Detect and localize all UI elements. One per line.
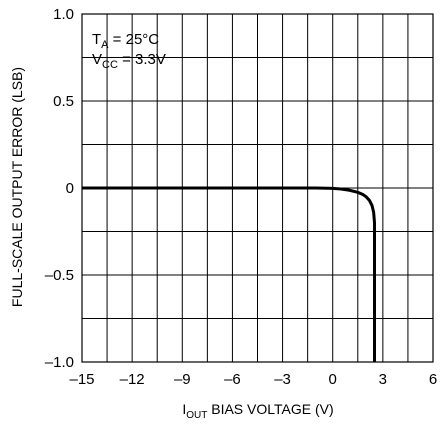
annotation-ta: TA = 25°C <box>92 31 159 51</box>
grid <box>81 13 434 363</box>
x-tick-labels: –15 –12 –9 –6 –3 0 3 6 <box>69 371 437 388</box>
series-line <box>82 186 376 362</box>
x-tick-label: –6 <box>224 371 241 388</box>
x-tick-label: –3 <box>274 371 291 388</box>
y-tick-label: 0.5 <box>53 93 74 110</box>
annotation-vcc: VCC = 3.3V <box>92 51 166 71</box>
y-tick-labels: 1.0 0.5 0 –0.5 –1.0 <box>45 6 74 371</box>
x-tick-label: –12 <box>120 371 145 388</box>
x-tick-label: 6 <box>429 371 437 388</box>
y-tick-label: 1.0 <box>53 6 74 23</box>
y-tick-label: –0.5 <box>45 267 74 284</box>
x-tick-label: 3 <box>379 371 387 388</box>
y-tick-label: –1.0 <box>45 354 74 371</box>
y-axis-title: FULL-SCALE OUTPUT ERROR (LSB) <box>9 67 25 307</box>
x-tick-label: –9 <box>174 371 191 388</box>
x-axis-title: IOUT BIAS VOLTAGE (V) <box>182 401 333 421</box>
x-tick-label: –15 <box>69 371 94 388</box>
y-tick-label: 0 <box>66 180 74 197</box>
x-tick-label: 0 <box>329 371 337 388</box>
